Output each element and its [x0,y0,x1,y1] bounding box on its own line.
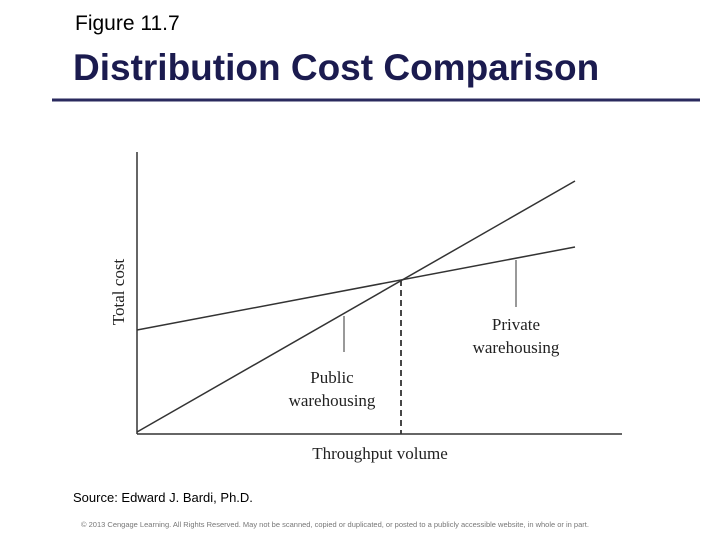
x-axis-label: Throughput volume [312,444,448,463]
copyright: © 2013 Cengage Learning. All Rights Rese… [81,520,589,529]
figure [136,152,622,435]
line-label: warehousing [289,391,376,410]
figure-label: Figure 11.7 [75,12,180,35]
y-axis-label: Total cost [109,259,128,326]
slide-title: Distribution Cost Comparison [73,47,599,88]
line-label: warehousing [473,338,560,357]
line-label: Public [310,368,354,387]
private-line [136,246,576,331]
public-line [136,180,576,433]
source: Source: Edward J. Bardi, Ph.D. [73,490,253,505]
line-label: Private [492,315,540,334]
